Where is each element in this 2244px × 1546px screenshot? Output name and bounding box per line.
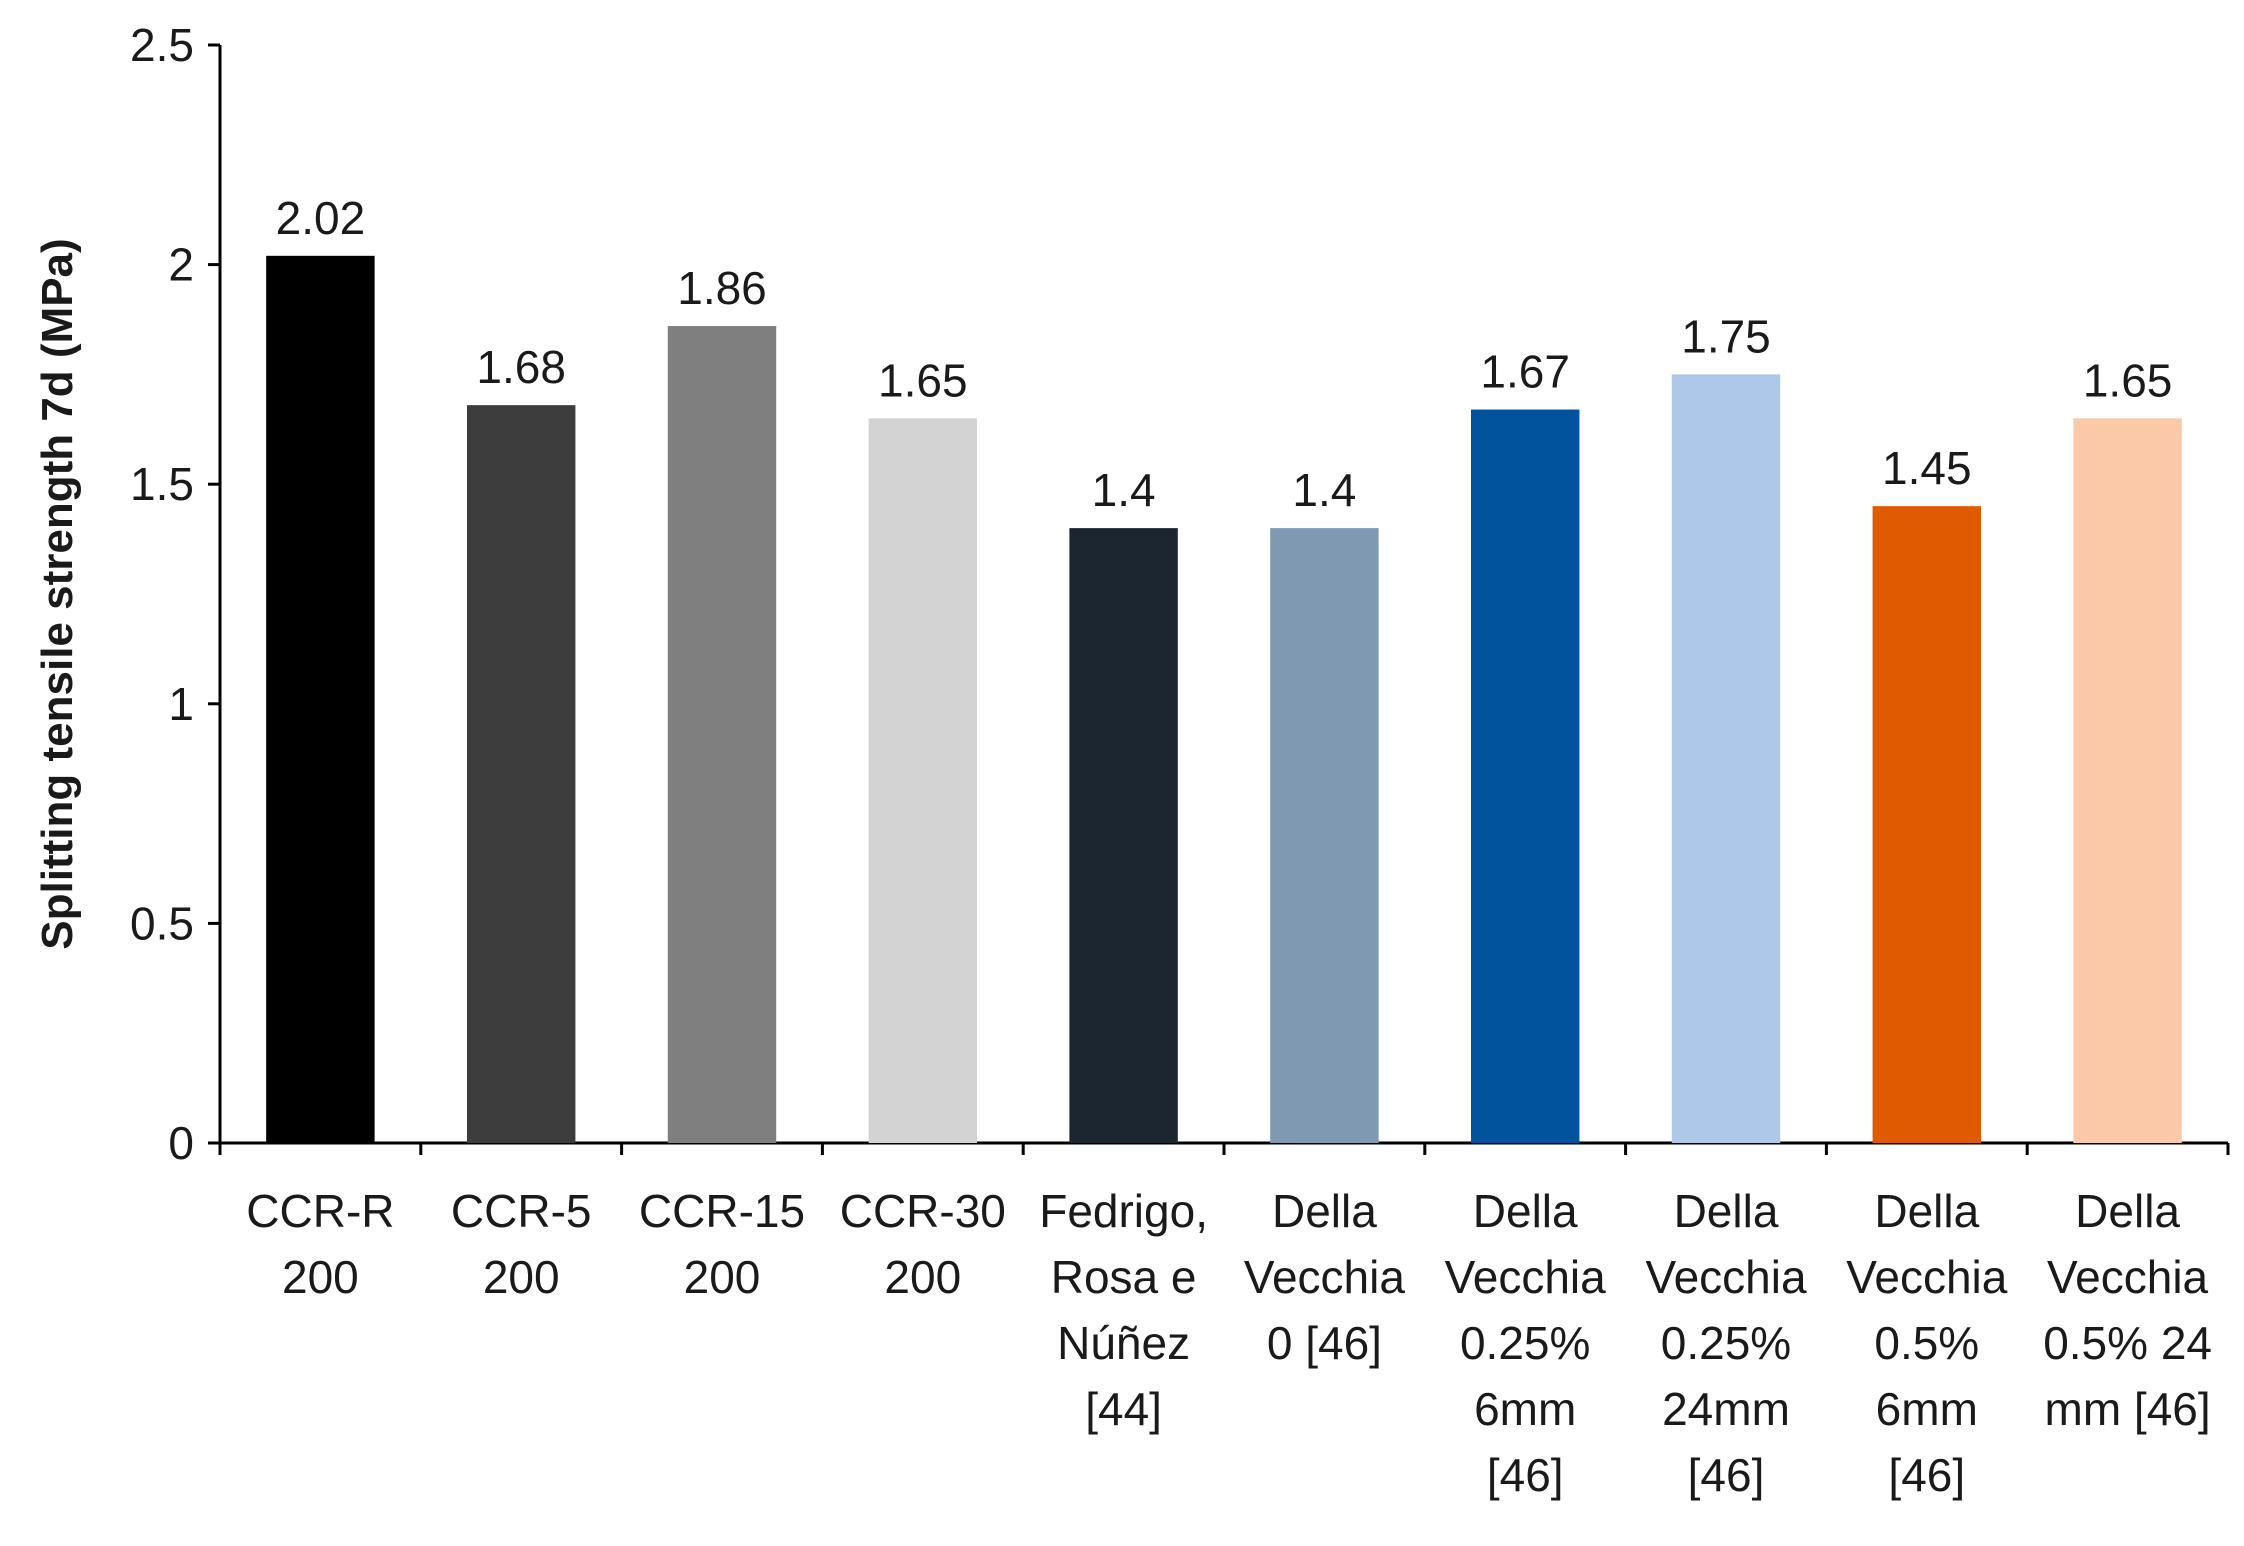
data-labels: 2.02 1.68 1.86 1.65 1.4 1.4 1.67 1.75 1.45 1.65 (276, 192, 2173, 516)
x-tick-label: Della Vecchia 0.25% 6mm [46] (1445, 1185, 1607, 1501)
x-tick-label: CCR-5 200 (451, 1185, 592, 1303)
x-tick-label-line: mm [46] (2045, 1383, 2211, 1435)
bar (266, 255, 375, 1144)
x-tick-label-line: Della (1874, 1185, 1979, 1237)
bar (1069, 528, 1178, 1143)
x-tick-label-line: CCR-5 (451, 1185, 592, 1237)
x-tick-label-line: Vecchia (1445, 1251, 1607, 1303)
data-label: 1.68 (476, 341, 566, 393)
y-tick-label: 1 (168, 678, 194, 730)
x-tick-label-line: Della (1272, 1185, 1377, 1237)
data-label: 2.02 (276, 192, 366, 244)
x-tick-label: Fedrigo, Rosa e Núñez [44] (1039, 1185, 1208, 1435)
y-tick-label: 0.5 (130, 897, 194, 949)
bars (266, 255, 2182, 1144)
x-tick-label-line: Della (2075, 1185, 2180, 1237)
data-label: 1.75 (1681, 310, 1771, 362)
x-tick-label-line: Vecchia (2047, 1251, 2209, 1303)
x-tick-label-line: 0.25% (1661, 1317, 1791, 1369)
data-label: 1.45 (1882, 442, 1972, 494)
y-tick-label: 2.5 (130, 19, 194, 71)
x-tick-label-line: Núñez (1057, 1317, 1190, 1369)
x-tick-label: Della Vecchia 0.25% 24mm [46] (1645, 1185, 1807, 1501)
bar (2073, 418, 2182, 1143)
data-label: 1.67 (1480, 346, 1570, 398)
x-tick-label-line: CCR-30 (840, 1185, 1006, 1237)
data-label: 1.4 (1092, 464, 1156, 516)
x-tick-label: CCR-15 200 (639, 1185, 805, 1303)
x-tick-label-line: [46] (1688, 1449, 1765, 1501)
x-tick-label-line: Della (1674, 1185, 1779, 1237)
bar (1671, 374, 1781, 1143)
y-axis-title-group: Splitting tensile strength 7d (MPa) (33, 238, 82, 949)
bar (466, 405, 576, 1143)
x-tick-label: Della Vecchia 0.5% 6mm [46] (1846, 1185, 2008, 1501)
y-axis-title: Splitting tensile strength 7d (MPa) (33, 238, 82, 949)
data-label: 1.4 (1292, 464, 1356, 516)
x-tick-label-line: 200 (483, 1251, 560, 1303)
x-tick-label: Della Vecchia 0 [46] (1244, 1185, 1406, 1369)
y-tick-label: 1.5 (130, 458, 194, 510)
x-tick-label-line: [44] (1085, 1383, 1162, 1435)
x-tick-label-line: [46] (1487, 1449, 1564, 1501)
x-tick-label-line: Della (1473, 1185, 1578, 1237)
bar (1470, 409, 1580, 1143)
x-tick-label-line: CCR-15 (639, 1185, 805, 1237)
x-tick-labels: CCR-R 200 CCR-5 200 CCR-15 200 CCR-30 200 Fedrig… (246, 1185, 2212, 1501)
data-label: 1.86 (677, 262, 767, 314)
x-tick-label-line: 200 (884, 1251, 961, 1303)
x-tick-label: Della Vecchia 0.5% 24 mm [46] (2043, 1185, 2212, 1435)
data-label: 1.65 (2083, 354, 2173, 406)
x-tick-label-line: CCR-R (246, 1185, 394, 1237)
x-tick-label-line: Rosa e (1051, 1251, 1197, 1303)
x-tick-label-line: 0.25% (1460, 1317, 1590, 1369)
x-tick-label-line: 0 [46] (1267, 1317, 1382, 1369)
x-tick-label-line: 0.5% (1874, 1317, 1979, 1369)
y-tick-label: 0 (168, 1117, 194, 1169)
x-tick-label-line: 200 (684, 1251, 761, 1303)
y-ticks: 0 0.5 1 1.5 2 2.5 (130, 19, 220, 1169)
x-tick-label-line: [46] (1888, 1449, 1965, 1501)
x-tick-label-line: 6mm (1876, 1383, 1978, 1435)
x-tick-label-line: Vecchia (1846, 1251, 2008, 1303)
bar (868, 418, 978, 1143)
x-tick-label-line: Vecchia (1645, 1251, 1807, 1303)
x-tick-label-line: 200 (282, 1251, 359, 1303)
bar (667, 326, 777, 1143)
y-tick-label: 2 (168, 239, 194, 291)
bar (1872, 506, 1982, 1143)
x-tick-label-line: 24mm (1662, 1383, 1790, 1435)
data-label: 1.65 (878, 354, 968, 406)
x-tick-label: CCR-30 200 (840, 1185, 1006, 1303)
x-tick-label-line: 0.5% 24 (2043, 1317, 2212, 1369)
x-tick-label: CCR-R 200 (246, 1185, 394, 1303)
x-tick-label-line: Vecchia (1244, 1251, 1406, 1303)
bar (1270, 528, 1379, 1143)
x-tick-label-line: 6mm (1474, 1383, 1576, 1435)
x-tick-label-line: Fedrigo, (1039, 1185, 1208, 1237)
